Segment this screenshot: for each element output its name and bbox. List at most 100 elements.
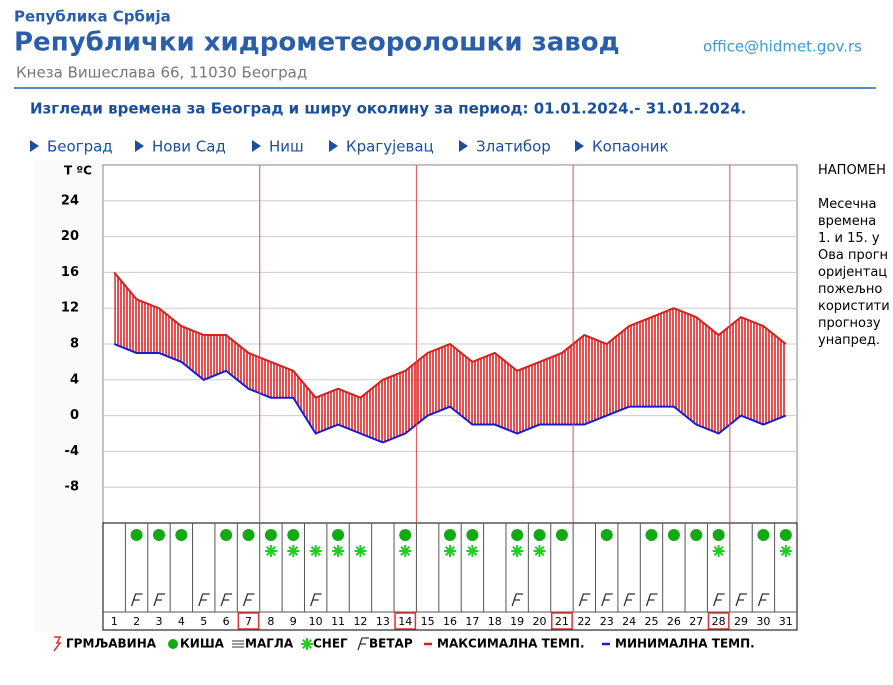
rain-icon [757,529,770,541]
nav-arrow [135,140,144,152]
note-line: НАПОМЕН [818,163,886,178]
day-label: 18 [488,615,502,628]
address: Кнеза Вишеслава 66, 11030 Београд [16,64,307,82]
day-label: 3 [155,615,162,628]
day-label: 24 [622,615,636,628]
day-label: 16 [443,615,457,628]
nav-link[interactable]: Нови Сад [152,138,226,156]
rain-icon [332,529,345,541]
day-label: 17 [465,615,479,628]
nav-link[interactable]: Београд [47,138,113,156]
wind-icon [153,593,165,607]
legend-label: МАКСИМАЛНА ТЕМП. [437,637,585,651]
snow-icon [309,545,322,557]
rain-icon [242,529,255,541]
snow-icon [399,545,412,557]
snow-stroke [265,546,276,556]
snow-icon [511,545,524,557]
snow-icon [444,545,456,557]
nav: Београд Нови Сад Ниш Крагујевац Златибор Копа… [30,138,669,156]
note-line: 1. и 15. у [818,231,880,246]
y-tick-label: -8 [65,480,79,495]
day-highlight [237,612,260,630]
y-tick-label: 4 [70,372,79,387]
nav-link[interactable]: Крагујевац [346,138,434,156]
rain-icon [130,529,143,541]
wind-icon [511,593,524,607]
snow-stroke [302,639,312,649]
note-line: унапред. [818,333,881,348]
heading: Изгледи времена за Београд и ширу околин… [30,100,746,118]
day-label: 22 [577,615,591,628]
rain-icon [168,639,178,649]
snow-icon [533,545,546,557]
snow-stroke [355,546,366,556]
rain-icon [264,529,277,541]
rain-icon [152,529,165,541]
snow-icon [332,545,345,557]
snow-icon [301,638,313,650]
nav-arrow [329,140,338,152]
wind-icon [757,593,770,607]
rain-icon [511,529,524,541]
legend-label: КИША [180,637,225,651]
day-label: 21 [555,615,569,628]
note-line [818,179,893,196]
nav-arrow [30,140,39,152]
wind-icon [242,593,255,607]
wind-icon [601,593,613,607]
rain-icon [690,529,703,541]
wind-icon [357,637,369,651]
day-highlight [394,612,417,630]
snow-stroke [288,546,299,556]
y-tick-label: 24 [61,193,79,208]
day-label: 19 [510,615,524,628]
snow-icon [779,545,792,557]
day-label: 5 [200,615,207,628]
email[interactable]: office@hidmet.gov.rs [703,38,862,56]
day-label: 28 [712,615,726,628]
day-label: 10 [309,615,323,628]
snow-stroke [445,546,455,556]
wind-icon [198,593,210,607]
snow-stroke [333,546,344,556]
nav-link[interactable]: Копаоник [592,138,669,156]
day-label: 8 [267,615,274,628]
wind-icon [220,593,233,607]
snow-icon [712,545,725,557]
thunder-icon [53,636,62,652]
day-label: 14 [398,615,412,628]
rain-icon [600,529,613,541]
rain-icon [645,529,658,541]
wind-icon [645,593,658,607]
wind-icon [735,593,748,607]
nav-arrow [252,140,261,152]
legend-label: МИНИМАЛНА ТЕМП. [615,637,755,651]
day-label: 12 [353,615,367,628]
nav-arrow [575,140,584,152]
nav-link[interactable]: Ниш [269,138,304,156]
legend: ГРМЉАВИНА КИША МАГЛА СНЕГ ВЕТАР МАКСИМАЛНА ТЕ… [53,636,755,652]
day-label: 11 [331,615,345,628]
y-tick-label: 8 [70,337,79,352]
y-tick-label: 0 [70,408,79,423]
rain-icon [533,529,546,541]
legend-label: МАГЛА [245,637,294,651]
nav-link[interactable]: Златибор [476,138,551,156]
legend-label: ГРМЉАВИНА [66,637,157,651]
rain-icon [779,529,792,541]
note-line: Месечна [818,197,877,212]
day-label: 7 [245,615,252,628]
note-line: прогнозу [818,316,881,331]
note-line: користити [818,299,890,314]
wind-icon [310,593,322,607]
rain-icon [444,529,456,541]
wind-icon [578,593,591,607]
day-highlight [550,612,573,630]
day-label: 15 [421,615,435,628]
rain-icon [712,529,725,541]
country: Република Србија [14,8,171,26]
